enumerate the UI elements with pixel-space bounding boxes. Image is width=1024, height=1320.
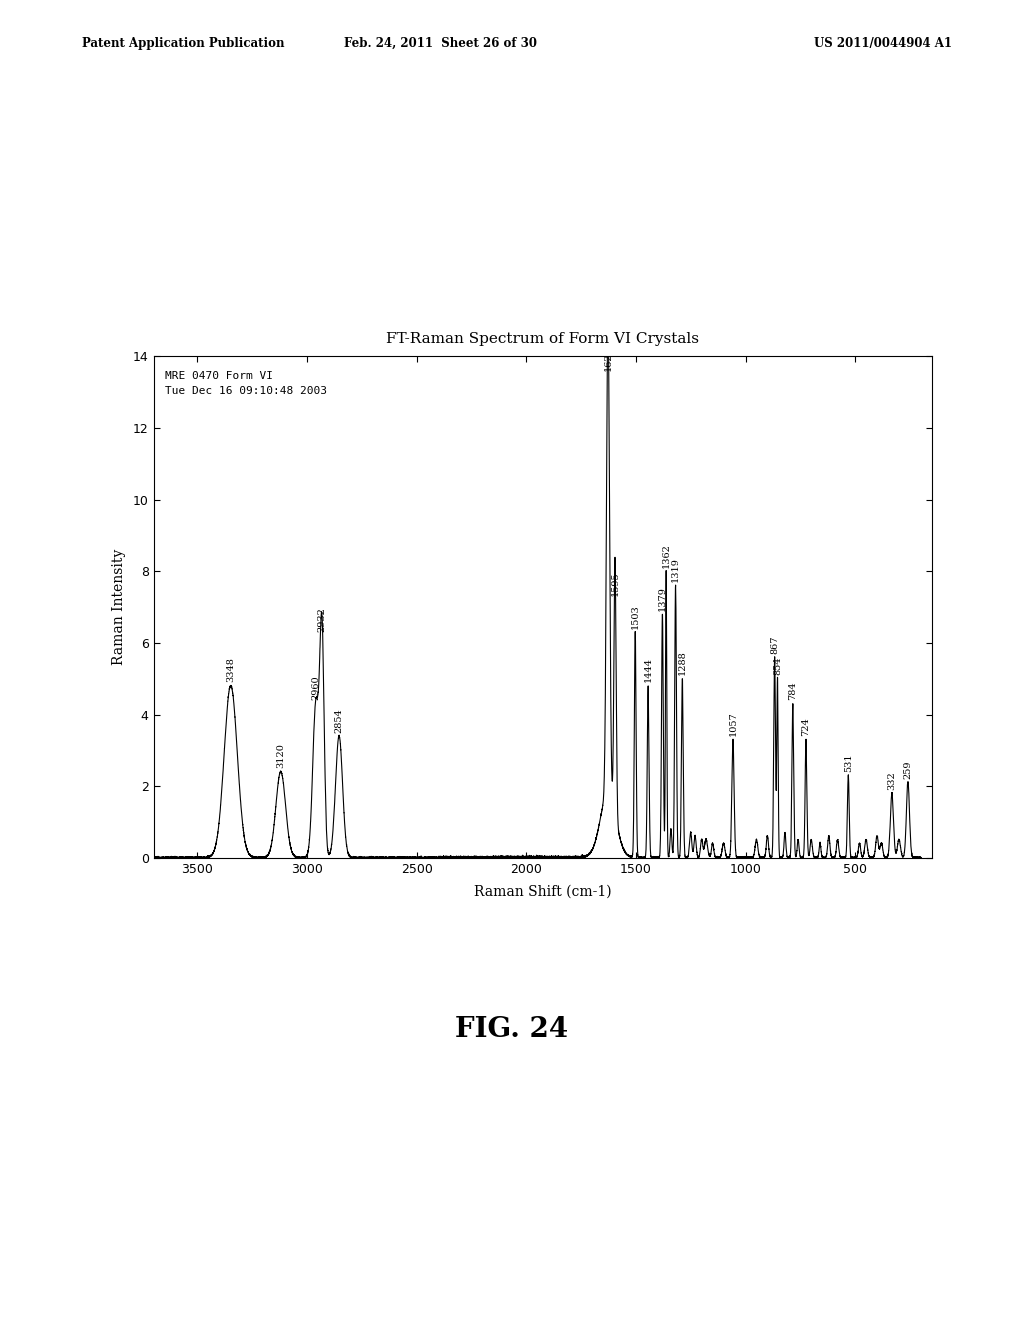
Text: 1627: 1627	[603, 346, 612, 371]
Text: 3120: 3120	[276, 743, 286, 768]
Text: Patent Application Publication: Patent Application Publication	[82, 37, 285, 50]
Text: 332: 332	[888, 771, 896, 789]
Text: 2932: 2932	[317, 607, 327, 632]
Text: Feb. 24, 2011  Sheet 26 of 30: Feb. 24, 2011 Sheet 26 of 30	[344, 37, 537, 50]
Text: 1057: 1057	[728, 711, 737, 737]
Title: FT-Raman Spectrum of Form VI Crystals: FT-Raman Spectrum of Form VI Crystals	[386, 331, 699, 346]
Text: 531: 531	[844, 754, 853, 772]
Text: 1288: 1288	[678, 651, 687, 676]
Text: FIG. 24: FIG. 24	[456, 1016, 568, 1043]
Text: 2854: 2854	[335, 708, 344, 733]
Text: 854: 854	[773, 657, 782, 676]
Text: US 2011/0044904 A1: US 2011/0044904 A1	[814, 37, 952, 50]
X-axis label: Raman Shift (cm-1): Raman Shift (cm-1)	[474, 884, 611, 898]
Text: 1595: 1595	[610, 572, 620, 597]
Text: 724: 724	[802, 718, 811, 737]
Text: 2960: 2960	[311, 676, 321, 701]
Y-axis label: Raman Intensity: Raman Intensity	[112, 549, 126, 665]
Text: 1362: 1362	[662, 543, 671, 568]
Text: 1503: 1503	[631, 605, 640, 628]
Text: 784: 784	[788, 681, 798, 701]
Text: MRE 0470 Form VI
Tue Dec 16 09:10:48 2003: MRE 0470 Form VI Tue Dec 16 09:10:48 200…	[165, 371, 328, 396]
Text: 1379: 1379	[657, 586, 667, 611]
Text: 1444: 1444	[644, 657, 652, 682]
Text: 867: 867	[770, 635, 779, 653]
Text: 3348: 3348	[226, 657, 236, 682]
Text: 259: 259	[903, 760, 912, 779]
Text: 1319: 1319	[671, 557, 680, 582]
